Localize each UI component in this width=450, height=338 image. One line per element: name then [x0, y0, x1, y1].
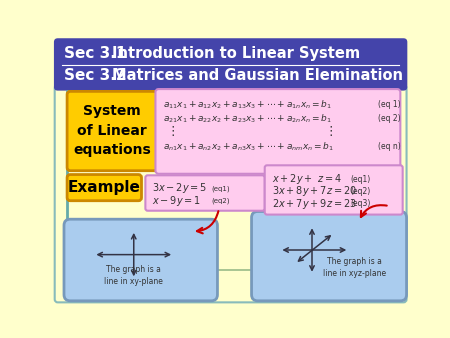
Text: (eq2): (eq2): [211, 197, 230, 204]
Text: $2x+7y+9z=23$: $2x+7y+9z=23$: [272, 197, 356, 211]
FancyBboxPatch shape: [67, 91, 157, 171]
FancyBboxPatch shape: [265, 165, 403, 215]
FancyBboxPatch shape: [145, 175, 265, 211]
Text: (eq n): (eq n): [378, 142, 400, 151]
Text: $a_{n1}x_1+a_{n2}x_2+a_{n3}x_3+\cdots+a_{nm}x_n=b_1$: $a_{n1}x_1+a_{n2}x_2+a_{n3}x_3+\cdots+a_…: [163, 141, 334, 153]
Text: (eq3): (eq3): [351, 199, 371, 208]
Text: $3x+8y+7z=20$: $3x+8y+7z=20$: [272, 185, 356, 198]
FancyBboxPatch shape: [55, 85, 406, 303]
Text: Matrices and Gaussian Elemination: Matrices and Gaussian Elemination: [112, 69, 403, 83]
FancyBboxPatch shape: [64, 219, 217, 301]
Text: Example: Example: [68, 180, 141, 195]
Text: Introduction to Linear System: Introduction to Linear System: [112, 46, 360, 61]
Text: System
of Linear
equations: System of Linear equations: [73, 104, 151, 157]
Text: (eq 1): (eq 1): [378, 100, 400, 109]
Text: $\vdots$: $\vdots$: [324, 124, 333, 139]
Text: $a_{11}x_1+a_{12}x_2+a_{13}x_3+\cdots+a_{1n}x_n=b_1$: $a_{11}x_1+a_{12}x_2+a_{13}x_3+\cdots+a_…: [163, 98, 332, 111]
Text: $\vdots$: $\vdots$: [166, 124, 175, 139]
Text: The graph is a
line in xy-plane: The graph is a line in xy-plane: [104, 265, 163, 286]
Text: Sec 3.2: Sec 3.2: [64, 69, 126, 83]
Text: (eq2): (eq2): [351, 187, 371, 196]
Text: Sec 3.1: Sec 3.1: [64, 46, 126, 61]
FancyBboxPatch shape: [252, 212, 406, 301]
Text: $3x-2y=5$: $3x-2y=5$: [153, 182, 207, 195]
Text: $x-9y=1$: $x-9y=1$: [153, 194, 202, 208]
Text: $a_{21}x_1+a_{22}x_2+a_{23}x_3+\cdots+a_{2n}x_n=b_1$: $a_{21}x_1+a_{22}x_2+a_{23}x_3+\cdots+a_…: [163, 112, 332, 125]
Text: (eq1): (eq1): [211, 185, 230, 192]
Text: $x+2y+\ z=4$: $x+2y+\ z=4$: [272, 172, 342, 186]
FancyBboxPatch shape: [67, 174, 141, 201]
FancyBboxPatch shape: [54, 38, 407, 91]
Text: The graph is a
line in xyz-plane: The graph is a line in xyz-plane: [323, 257, 386, 278]
FancyBboxPatch shape: [155, 89, 400, 174]
Text: (eq 2): (eq 2): [378, 114, 400, 123]
Text: (eq1): (eq1): [351, 175, 371, 184]
